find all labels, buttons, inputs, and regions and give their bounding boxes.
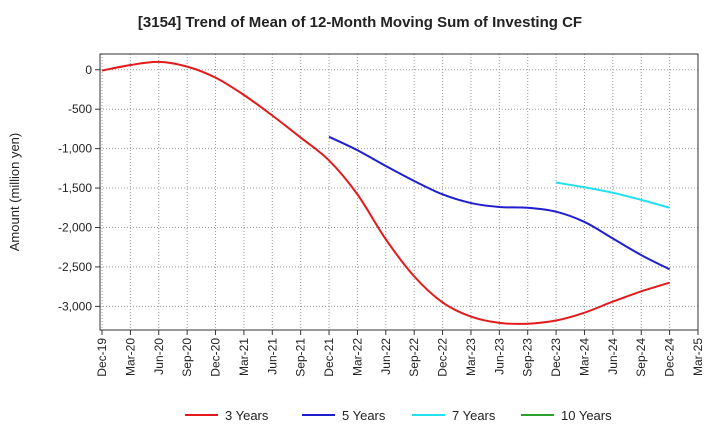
x-axis: Dec-19 Mar-20 Jun-20 Sep-20 Dec-20 Mar-21 Jun-… [95, 330, 705, 377]
legend-label: 7 Years [452, 408, 496, 423]
grid-lines [100, 54, 699, 330]
legend-label: 5 Years [342, 408, 386, 423]
legend-label: 3 Years [225, 408, 269, 423]
x-tick-label: Jun-24 [606, 338, 620, 375]
x-tick-label: Dec-24 [663, 338, 677, 377]
plot-area [99, 53, 699, 331]
legend: 3 Years 5 Years 7 Years 10 Years [185, 408, 612, 423]
x-tick-label: Dec-19 [95, 338, 109, 377]
x-tick-label: Dec-20 [209, 338, 223, 377]
y-tick-label: -1,000 [58, 142, 92, 156]
y-axis-label: Amount (million yen) [7, 133, 22, 252]
y-tick-label: -500 [68, 102, 92, 116]
x-tick-label: Jun-20 [152, 338, 166, 375]
series-line-7-years [555, 181, 670, 209]
x-tick-label: Dec-21 [322, 338, 336, 377]
x-tick-label: Jun-23 [492, 338, 506, 375]
y-tick-label: -3,000 [58, 299, 92, 313]
x-tick-label: Dec-22 [436, 338, 450, 377]
y-tick-label: -2,500 [58, 260, 92, 274]
series-line-3-years [101, 60, 670, 325]
series-line-5-years [328, 135, 671, 271]
x-tick-label: Sep-21 [294, 338, 308, 377]
x-tick-label: Mar-24 [577, 338, 591, 376]
x-tick-label: Mar-21 [237, 338, 251, 376]
y-tick-label: 0 [85, 63, 92, 77]
x-tick-label: Jun-21 [265, 338, 279, 375]
x-tick-label: Sep-24 [634, 338, 648, 377]
x-tick-label: Sep-20 [180, 338, 194, 377]
y-axis: 0 -500 -1,000 -1,500 -2,000 -2,500 -3,000 [58, 63, 100, 313]
x-tick-label: Mar-20 [123, 338, 137, 376]
y-tick-label: -1,500 [58, 181, 92, 195]
x-tick-label: Mar-23 [464, 338, 478, 376]
chart-title: [3154] Trend of Mean of 12-Month Moving … [137, 14, 583, 31]
x-tick-label: Jun-22 [379, 338, 393, 375]
x-tick-label: Sep-23 [521, 338, 535, 377]
x-tick-label: Mar-22 [350, 338, 364, 376]
x-tick-label: Sep-22 [407, 338, 421, 377]
legend-label: 10 Years [561, 408, 612, 423]
y-tick-label: -2,000 [58, 220, 92, 234]
series-lines [101, 60, 671, 325]
x-tick-label: Dec-23 [549, 338, 563, 377]
x-tick-label: Mar-25 [691, 338, 705, 376]
